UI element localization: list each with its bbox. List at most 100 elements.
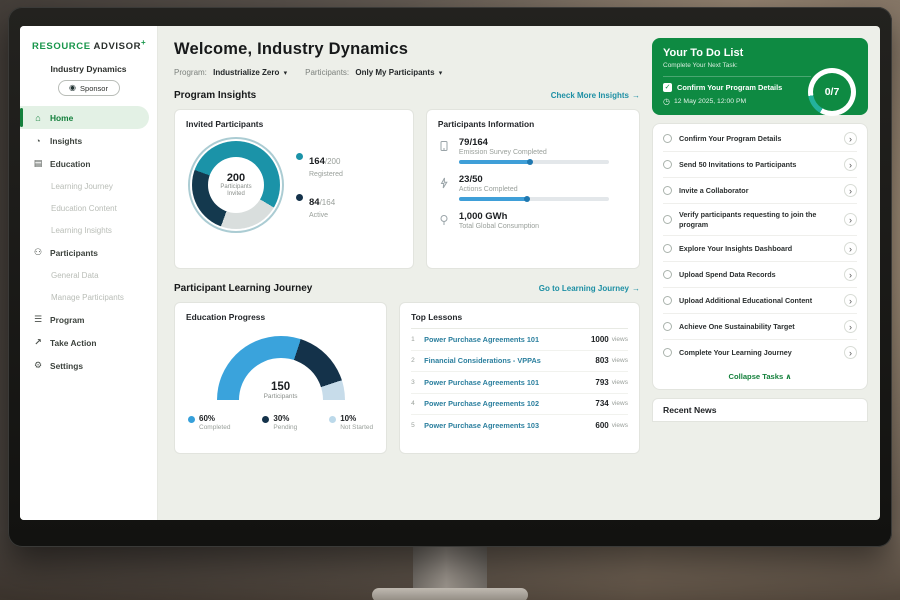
sponsor-icon: ◉ — [69, 83, 77, 93]
task-checkbox[interactable] — [663, 215, 672, 225]
task-checkbox[interactable] — [663, 348, 672, 358]
link-label: Check More Insights — [550, 91, 629, 100]
donut-center-label: Participants Invited — [220, 183, 252, 198]
chevron-right-icon[interactable]: › — [844, 132, 857, 145]
lesson-link[interactable]: Power Purchase Agreements 102 — [424, 399, 540, 409]
task-row[interactable]: Complete Your Learning Journey › — [663, 340, 857, 365]
participants-filter[interactable]: Participants: Only My Participants ▾ — [305, 68, 442, 77]
monitor-stand-base — [372, 588, 528, 600]
check-more-insights-link[interactable]: Check More Insights → — [551, 91, 640, 100]
todo-subtitle: Complete Your Next Task: — [663, 62, 738, 69]
task-row[interactable]: Invite a Collaborator › — [663, 178, 857, 204]
recent-news-header[interactable]: Recent News — [652, 398, 868, 423]
education-icon: ▤ — [33, 158, 43, 169]
program-filter-label: Program: — [174, 68, 207, 77]
lesson-row[interactable]: 5 Power Purchase Agreements 103 600 view… — [411, 415, 628, 437]
todo-panel: Your To Do List Complete Your Next Task:… — [652, 38, 868, 423]
task-row[interactable]: Confirm Your Program Details › — [663, 126, 857, 152]
gauge-center-label: Participants — [263, 393, 298, 400]
chevron-right-icon[interactable]: › — [844, 184, 857, 197]
todo-progress-value: 0/7 — [813, 73, 851, 111]
lesson-link[interactable]: Power Purchase Agreements 101 — [424, 334, 540, 344]
sidebar-item-take-action[interactable]: ↗ Take Action — [20, 331, 157, 354]
task-checkbox[interactable] — [663, 186, 672, 195]
sidebar-item-label: Program — [50, 314, 85, 325]
chevron-right-icon[interactable]: › — [844, 320, 857, 334]
go-to-learning-journey-link[interactable]: Go to Learning Journey → — [539, 284, 640, 293]
legend-label: Completed — [199, 424, 231, 431]
link-label: Go to Learning Journey — [538, 284, 629, 293]
todo-due-label: 12 May 2025, 12:00 PM — [673, 98, 747, 105]
sidebar-item-insights[interactable]: ◔ Insights — [20, 129, 157, 152]
sidebar-item-general-data[interactable]: General Data — [20, 264, 157, 286]
task-label: Upload Spend Data Records — [679, 270, 776, 280]
lesson-row[interactable]: 2 Financial Considerations - VPPAs 803 v… — [411, 351, 628, 372]
lesson-link[interactable]: Financial Considerations - VPPAs — [424, 356, 541, 366]
insights-icon: ◔ — [35, 135, 41, 146]
lesson-rank: 3 — [411, 378, 415, 386]
sponsor-badge[interactable]: ◉ Sponsor — [57, 80, 120, 97]
task-label: Confirm Your Program Details — [679, 133, 782, 143]
legend-dot — [188, 416, 195, 423]
chevron-right-icon[interactable]: › — [844, 294, 857, 308]
legend-item-not-started: 10% Not Started — [329, 414, 373, 431]
task-label: Send 50 Invitations to Participants — [679, 159, 797, 169]
lesson-rank: 1 — [411, 335, 415, 343]
sidebar-item-participants[interactable]: ⚇ Participants — [20, 241, 157, 264]
lesson-link[interactable]: Power Purchase Agreements 101 — [424, 377, 540, 387]
lesson-rank: 2 — [411, 357, 415, 365]
checkbox-icon[interactable]: ✓ — [663, 83, 672, 92]
task-checkbox[interactable] — [663, 134, 672, 143]
chevron-right-icon[interactable]: › — [844, 213, 857, 227]
sidebar-item-education-content[interactable]: Education Content — [20, 197, 157, 219]
lesson-views: 600 — [595, 421, 609, 431]
task-checkbox[interactable] — [663, 270, 672, 280]
chevron-right-icon[interactable]: › — [844, 158, 857, 171]
monitor-stand — [413, 545, 487, 591]
sidebar-item-home[interactable]: ⌂ Home — [20, 106, 149, 130]
logo-plus: + — [141, 38, 147, 47]
task-row[interactable]: Upload Spend Data Records › — [663, 262, 857, 289]
app-logo: RESOURCE ADVISOR+ — [20, 26, 157, 56]
lesson-row[interactable]: 1 Power Purchase Agreements 101 1000 vie… — [411, 329, 628, 351]
sidebar-item-program[interactable]: ☰ Program — [20, 308, 157, 331]
insights-cards-row: Invited Participants 200 Participants In… — [174, 109, 640, 269]
task-checkbox[interactable] — [663, 244, 672, 254]
program-filter[interactable]: Program: Industrialize Zero ▾ — [174, 68, 287, 77]
lesson-rank: 4 — [411, 400, 415, 408]
task-row[interactable]: Send 50 Invitations to Participants › — [663, 152, 857, 178]
lesson-row[interactable]: 3 Power Purchase Agreements 101 793 view… — [411, 372, 628, 394]
task-row[interactable]: Upload Additional Educational Content › — [663, 288, 857, 315]
task-checkbox[interactable] — [663, 322, 672, 332]
lesson-row[interactable]: 4 Power Purchase Agreements 102 734 view… — [411, 394, 628, 415]
chevron-right-icon[interactable]: › — [844, 242, 857, 256]
lesson-link[interactable]: Power Purchase Agreements 103 — [424, 421, 540, 431]
todo-progress-ring: 0/7 — [808, 68, 856, 116]
collapse-tasks-link[interactable]: Collapse Tasks ∧ — [728, 372, 792, 382]
sidebar-item-label: Settings — [50, 360, 84, 371]
todo-next-task[interactable]: ✓ Confirm Your Program Details — [663, 76, 811, 92]
legend-dot — [329, 416, 337, 423]
sidebar-item-learning-insights[interactable]: Learning Insights — [20, 219, 157, 241]
legend-dot — [296, 194, 303, 201]
chevron-right-icon[interactable]: › — [844, 346, 857, 360]
task-checkbox[interactable] — [663, 296, 672, 306]
sidebar-item-education[interactable]: ▤ Education — [20, 152, 157, 175]
sidebar-item-label: Take Action — [50, 337, 97, 348]
program-filter-value[interactable]: Industrialize Zero — [213, 68, 280, 77]
program-insights-header: Program Insights Check More Insights → — [174, 90, 640, 101]
filter-bar: Program: Industrialize Zero ▾ Participan… — [174, 68, 640, 77]
chevron-right-icon[interactable]: › — [844, 268, 857, 282]
task-row[interactable]: Verify participants requesting to join t… — [663, 204, 857, 237]
participants-filter-value[interactable]: Only My Participants — [355, 68, 435, 77]
sidebar-item-learning-journey[interactable]: Learning Journey — [20, 175, 157, 197]
progress-bar — [458, 159, 609, 165]
sidebar-item-settings[interactable]: ⚙ Settings — [20, 354, 157, 377]
survey-icon — [438, 137, 450, 157]
task-label: Upload Additional Educational Content — [679, 296, 813, 306]
task-row[interactable]: Explore Your Insights Dashboard › — [663, 236, 857, 263]
recent-news-title: Recent News — [663, 405, 717, 416]
task-checkbox[interactable] — [663, 160, 672, 169]
task-row[interactable]: Achieve One Sustainability Target › — [663, 314, 857, 341]
sidebar-item-manage-participants[interactable]: Manage Participants — [20, 286, 157, 308]
